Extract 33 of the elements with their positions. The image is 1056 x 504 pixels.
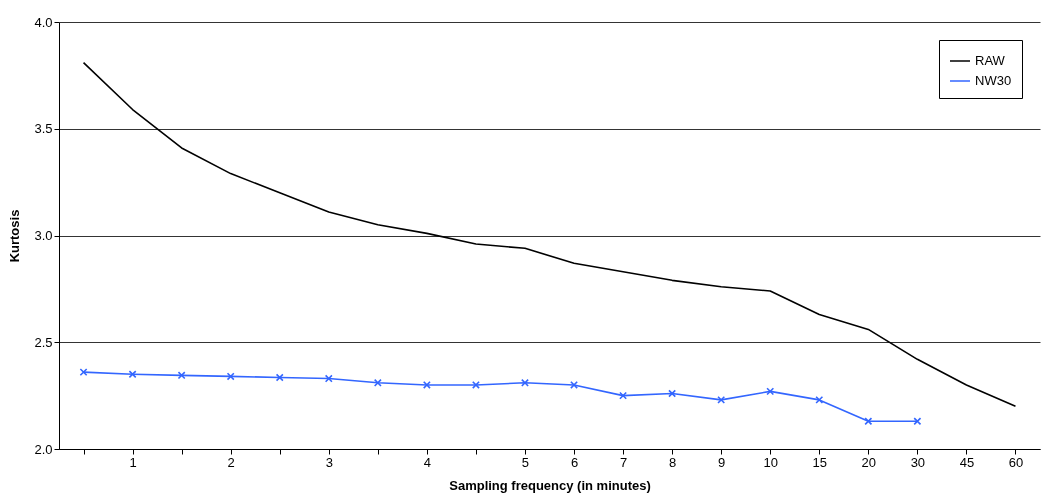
x-tick-label: 3 (325, 454, 333, 470)
x-axis-title: Sampling frequency (in minutes) (449, 477, 651, 493)
point (864, 417, 873, 426)
x-tick-label: 30 (910, 454, 926, 470)
y-tick-label: 2.0 (34, 441, 53, 457)
y-tick-label: 4.0 (34, 14, 53, 30)
x-tick-label: 45 (959, 454, 975, 470)
point (373, 378, 382, 387)
x-tick-label: 7 (619, 454, 628, 470)
y-tick-label: 3.0 (34, 228, 53, 243)
x-tick-label: 10 (763, 454, 778, 470)
x-tick-label: 1 (129, 454, 137, 470)
x-tick-label: 9 (718, 454, 726, 470)
point (422, 380, 431, 389)
point (177, 371, 186, 380)
x-tick-label: 20 (861, 454, 877, 470)
x-tick-label: 6 (570, 454, 579, 470)
x-tick-label: 8 (669, 454, 677, 470)
x-tick-label: 15 (812, 454, 828, 470)
point (226, 372, 235, 381)
y-tick-label: 2.5 (34, 334, 53, 350)
point (570, 380, 578, 389)
x-tick-label: 5 (521, 454, 530, 470)
x-tick-label: 4 (423, 454, 431, 470)
point (766, 387, 775, 396)
legend-label: RAW (975, 53, 1006, 68)
y-axis-title: Kurtosis (7, 209, 23, 263)
legend-label: NW30 (975, 73, 1012, 88)
point (717, 395, 726, 404)
y-tick-label: 3.5 (34, 121, 53, 137)
x-tick-label: 60 (1008, 454, 1024, 470)
x-tick-label: 2 (227, 454, 235, 470)
point (471, 380, 480, 389)
